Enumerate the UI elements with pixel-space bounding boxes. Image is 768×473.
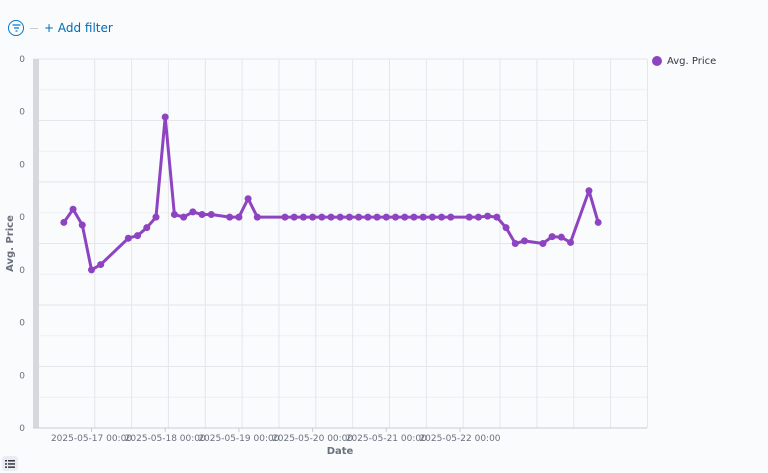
data-point[interactable]: [493, 213, 501, 221]
filter-separator: [30, 27, 38, 29]
add-filter-button[interactable]: + Add filter: [44, 21, 113, 35]
data-point[interactable]: [585, 187, 593, 195]
data-point[interactable]: [474, 213, 482, 221]
data-point[interactable]: [180, 213, 188, 221]
y-tick-label: 0: [19, 266, 25, 276]
y-tick-label: 0: [19, 160, 25, 170]
data-point[interactable]: [373, 213, 381, 221]
data-point[interactable]: [548, 233, 556, 241]
data-point[interactable]: [143, 224, 151, 232]
data-point[interactable]: [401, 213, 409, 221]
x-tick-label: 2025-05-18 00:00: [125, 434, 206, 444]
x-tick-label: 2025-05-17 00:00: [51, 434, 132, 444]
data-point[interactable]: [69, 205, 77, 213]
data-point[interactable]: [318, 213, 326, 221]
legend-swatch: [652, 56, 662, 66]
x-tick-label: 2025-05-21 00:00: [346, 434, 427, 444]
data-point[interactable]: [392, 213, 400, 221]
data-point[interactable]: [253, 213, 261, 221]
data-point[interactable]: [438, 213, 446, 221]
legend[interactable]: Avg. Price: [652, 56, 716, 67]
filter-icon[interactable]: [8, 20, 24, 36]
data-point[interactable]: [60, 218, 68, 226]
x-axis-title: Date: [327, 446, 354, 457]
data-point[interactable]: [345, 213, 353, 221]
data-point[interactable]: [557, 233, 565, 241]
data-point[interactable]: [355, 213, 363, 221]
data-point[interactable]: [78, 221, 86, 229]
y-tick-label: 0: [19, 319, 25, 329]
data-point[interactable]: [235, 213, 243, 221]
data-point[interactable]: [189, 208, 197, 216]
series-line-avg-price: [62, 115, 600, 272]
data-point[interactable]: [327, 213, 335, 221]
data-point[interactable]: [198, 211, 206, 219]
data-point[interactable]: [161, 113, 169, 121]
data-point[interactable]: [594, 218, 602, 226]
list-icon: [5, 459, 15, 468]
data-point[interactable]: [87, 266, 95, 274]
y-axis-ticks: 0 0 0 0 0 0 0 0: [19, 55, 25, 434]
data-point[interactable]: [134, 232, 142, 240]
data-point[interactable]: [364, 213, 372, 221]
data-point[interactable]: [244, 195, 252, 203]
data-point[interactable]: [124, 234, 132, 242]
y-tick-label: 0: [19, 108, 25, 118]
chart-grid: [33, 58, 648, 429]
data-point[interactable]: [226, 213, 234, 221]
data-point[interactable]: [207, 211, 215, 219]
data-point[interactable]: [567, 238, 575, 246]
data-point[interactable]: [520, 237, 528, 245]
data-point[interactable]: [502, 224, 510, 232]
data-point[interactable]: [290, 213, 298, 221]
y-tick-label: 0: [19, 213, 25, 223]
data-point[interactable]: [511, 240, 519, 247]
data-point[interactable]: [419, 213, 427, 221]
data-point[interactable]: [152, 213, 160, 221]
data-point[interactable]: [484, 212, 492, 220]
data-point[interactable]: [336, 213, 344, 221]
data-point[interactable]: [97, 261, 105, 269]
x-tick-label: 2025-05-22 00:00: [419, 434, 500, 444]
data-point[interactable]: [382, 213, 390, 221]
data-point[interactable]: [539, 240, 547, 247]
list-toggle-button[interactable]: [2, 456, 18, 471]
data-point[interactable]: [428, 213, 436, 221]
data-point[interactable]: [465, 213, 473, 221]
y-axis-title: Avg. Price: [5, 215, 16, 272]
data-point[interactable]: [170, 211, 178, 219]
y-tick-label: 0: [19, 371, 25, 381]
data-point[interactable]: [309, 213, 317, 221]
data-point[interactable]: [447, 213, 455, 221]
x-tick-label: 2025-05-20 00:00: [272, 434, 353, 444]
data-point[interactable]: [410, 213, 418, 221]
legend-label: Avg. Price: [667, 56, 716, 67]
data-point[interactable]: [299, 213, 307, 221]
chart-scroll-strip[interactable]: [33, 59, 39, 428]
y-tick-label: 0: [19, 55, 25, 65]
data-point[interactable]: [281, 213, 289, 221]
x-tick-label: 2025-05-19 00:00: [198, 434, 279, 444]
y-tick-label: 0: [19, 424, 25, 434]
filter-bar: + Add filter: [8, 18, 113, 38]
series-points: [60, 113, 602, 274]
